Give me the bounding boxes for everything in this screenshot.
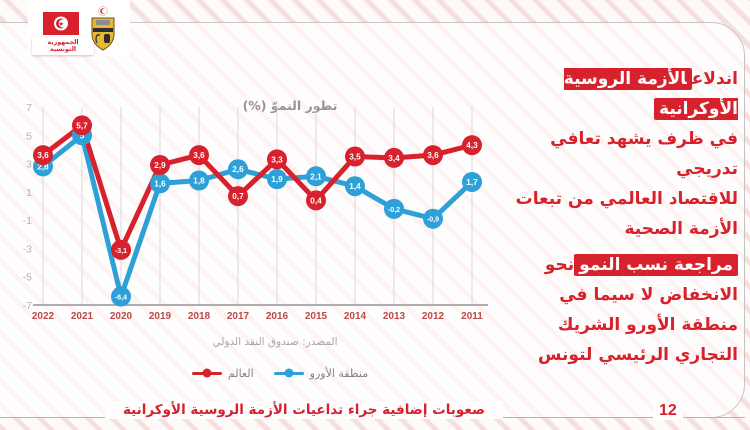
annotation-crisis-plain: اندلاع: [691, 69, 738, 89]
legend-label-world: العالم: [227, 366, 254, 380]
svg-text:2022: 2022: [32, 311, 55, 322]
svg-text:3,6: 3,6: [193, 151, 205, 160]
svg-text:2,8: 2,8: [37, 162, 49, 171]
svg-text:3,5: 3,5: [349, 153, 361, 162]
world-series-marker-icon: [191, 371, 222, 375]
annotation-revision-plain: نحو: [544, 255, 575, 275]
euro-series-marker-icon: [273, 371, 304, 375]
svg-text:2012: 2012: [422, 311, 445, 322]
svg-text:-3,1: -3,1: [115, 248, 127, 255]
svg-text:2013: 2013: [383, 311, 406, 322]
svg-text:2,9: 2,9: [154, 161, 166, 170]
annotation-revision-line3: منطقة الأورو الشريك: [557, 315, 738, 335]
svg-text:2016: 2016: [266, 311, 289, 322]
svg-text:2018: 2018: [188, 311, 211, 322]
svg-text:3,6: 3,6: [427, 151, 439, 160]
svg-text:1,8: 1,8: [193, 177, 205, 186]
legend-entry-world: العالم: [191, 366, 254, 380]
svg-text:2017: 2017: [227, 311, 250, 322]
svg-text:7: 7: [26, 102, 32, 114]
svg-text:-1: -1: [23, 215, 32, 227]
svg-text:-0,9: -0,9: [427, 217, 439, 224]
tunisia-flag-icon: ★: [43, 12, 79, 35]
svg-text:-6,4: -6,4: [115, 295, 127, 302]
svg-text:5,7: 5,7: [76, 121, 88, 130]
svg-text:-3: -3: [23, 243, 32, 255]
svg-text:1,4: 1,4: [349, 182, 361, 191]
tunisia-coat-of-arms-icon: [91, 6, 115, 51]
svg-text:3,6: 3,6: [37, 151, 49, 160]
page-number: 12: [653, 402, 683, 420]
svg-text:1,6: 1,6: [154, 179, 166, 188]
annotation-crisis-line1: اندلاعالأزمة الروسية الأوكرانية: [483, 64, 738, 124]
svg-text:2019: 2019: [149, 311, 172, 322]
svg-text:2,6: 2,6: [232, 165, 244, 174]
svg-text:0,7: 0,7: [232, 192, 244, 201]
svg-text:3,4: 3,4: [388, 154, 400, 163]
svg-text:0,4: 0,4: [310, 196, 322, 205]
svg-text:2011: 2011: [461, 311, 483, 322]
legend-label-euro: منطقة الأورو: [309, 366, 369, 380]
svg-text:1: 1: [26, 187, 32, 199]
svg-text:2020: 2020: [110, 311, 133, 322]
annotation-revision-line4: التجاري الرئيسي لتونس: [538, 345, 738, 365]
svg-text:2,1: 2,1: [310, 172, 322, 181]
svg-text:★: ★: [58, 20, 64, 28]
svg-text:-5: -5: [23, 272, 32, 284]
svg-text:2015: 2015: [305, 311, 328, 322]
svg-text:4,3: 4,3: [466, 141, 478, 150]
svg-text:2014: 2014: [344, 311, 367, 322]
svg-text:1,9: 1,9: [271, 175, 283, 184]
svg-text:3,3: 3,3: [271, 155, 283, 164]
annotation-crisis-line2: في ظرف يشهد تعافي تدريجي: [550, 129, 738, 179]
svg-text:1,7: 1,7: [466, 178, 478, 187]
republic-label: الجمهورية التونسية: [32, 37, 94, 55]
svg-text:-0,2: -0,2: [388, 207, 400, 214]
annotation-growth-revision: مراجعة نسب النمونحو الانخفاض لا سيما في …: [483, 250, 738, 370]
annotation-revision-line1: مراجعة نسب النمونحو: [483, 250, 738, 280]
annotation-crisis-line4: الأزمة الصحية: [624, 219, 739, 239]
legend-entry-euro: منطقة الأورو: [273, 366, 369, 380]
svg-text:5: 5: [80, 131, 85, 140]
chart-source: المصدر: صندوق النقد الدولي: [212, 336, 338, 348]
footer-caption: صعوبات إضافية جراء تداعيات الأزمة الروسي…: [105, 401, 503, 419]
svg-text:-7: -7: [23, 300, 32, 312]
chart-legend: العالم منطقة الأورو: [140, 363, 420, 383]
annotation-revision-highlight: مراجعة نسب النمو: [574, 254, 738, 276]
annotation-crisis-line3: للاقتصاد العالمي من تبعات: [515, 189, 738, 209]
annotation-revision-line2: الانخفاض لا سيما في: [559, 285, 738, 305]
svg-text:2021: 2021: [71, 311, 94, 322]
svg-text:3: 3: [26, 159, 32, 171]
chart-title: تطور النموّ (%): [242, 98, 338, 113]
svg-text:5: 5: [26, 130, 32, 142]
annotation-crisis: اندلاعالأزمة الروسية الأوكرانية في ظرف ي…: [483, 64, 738, 244]
